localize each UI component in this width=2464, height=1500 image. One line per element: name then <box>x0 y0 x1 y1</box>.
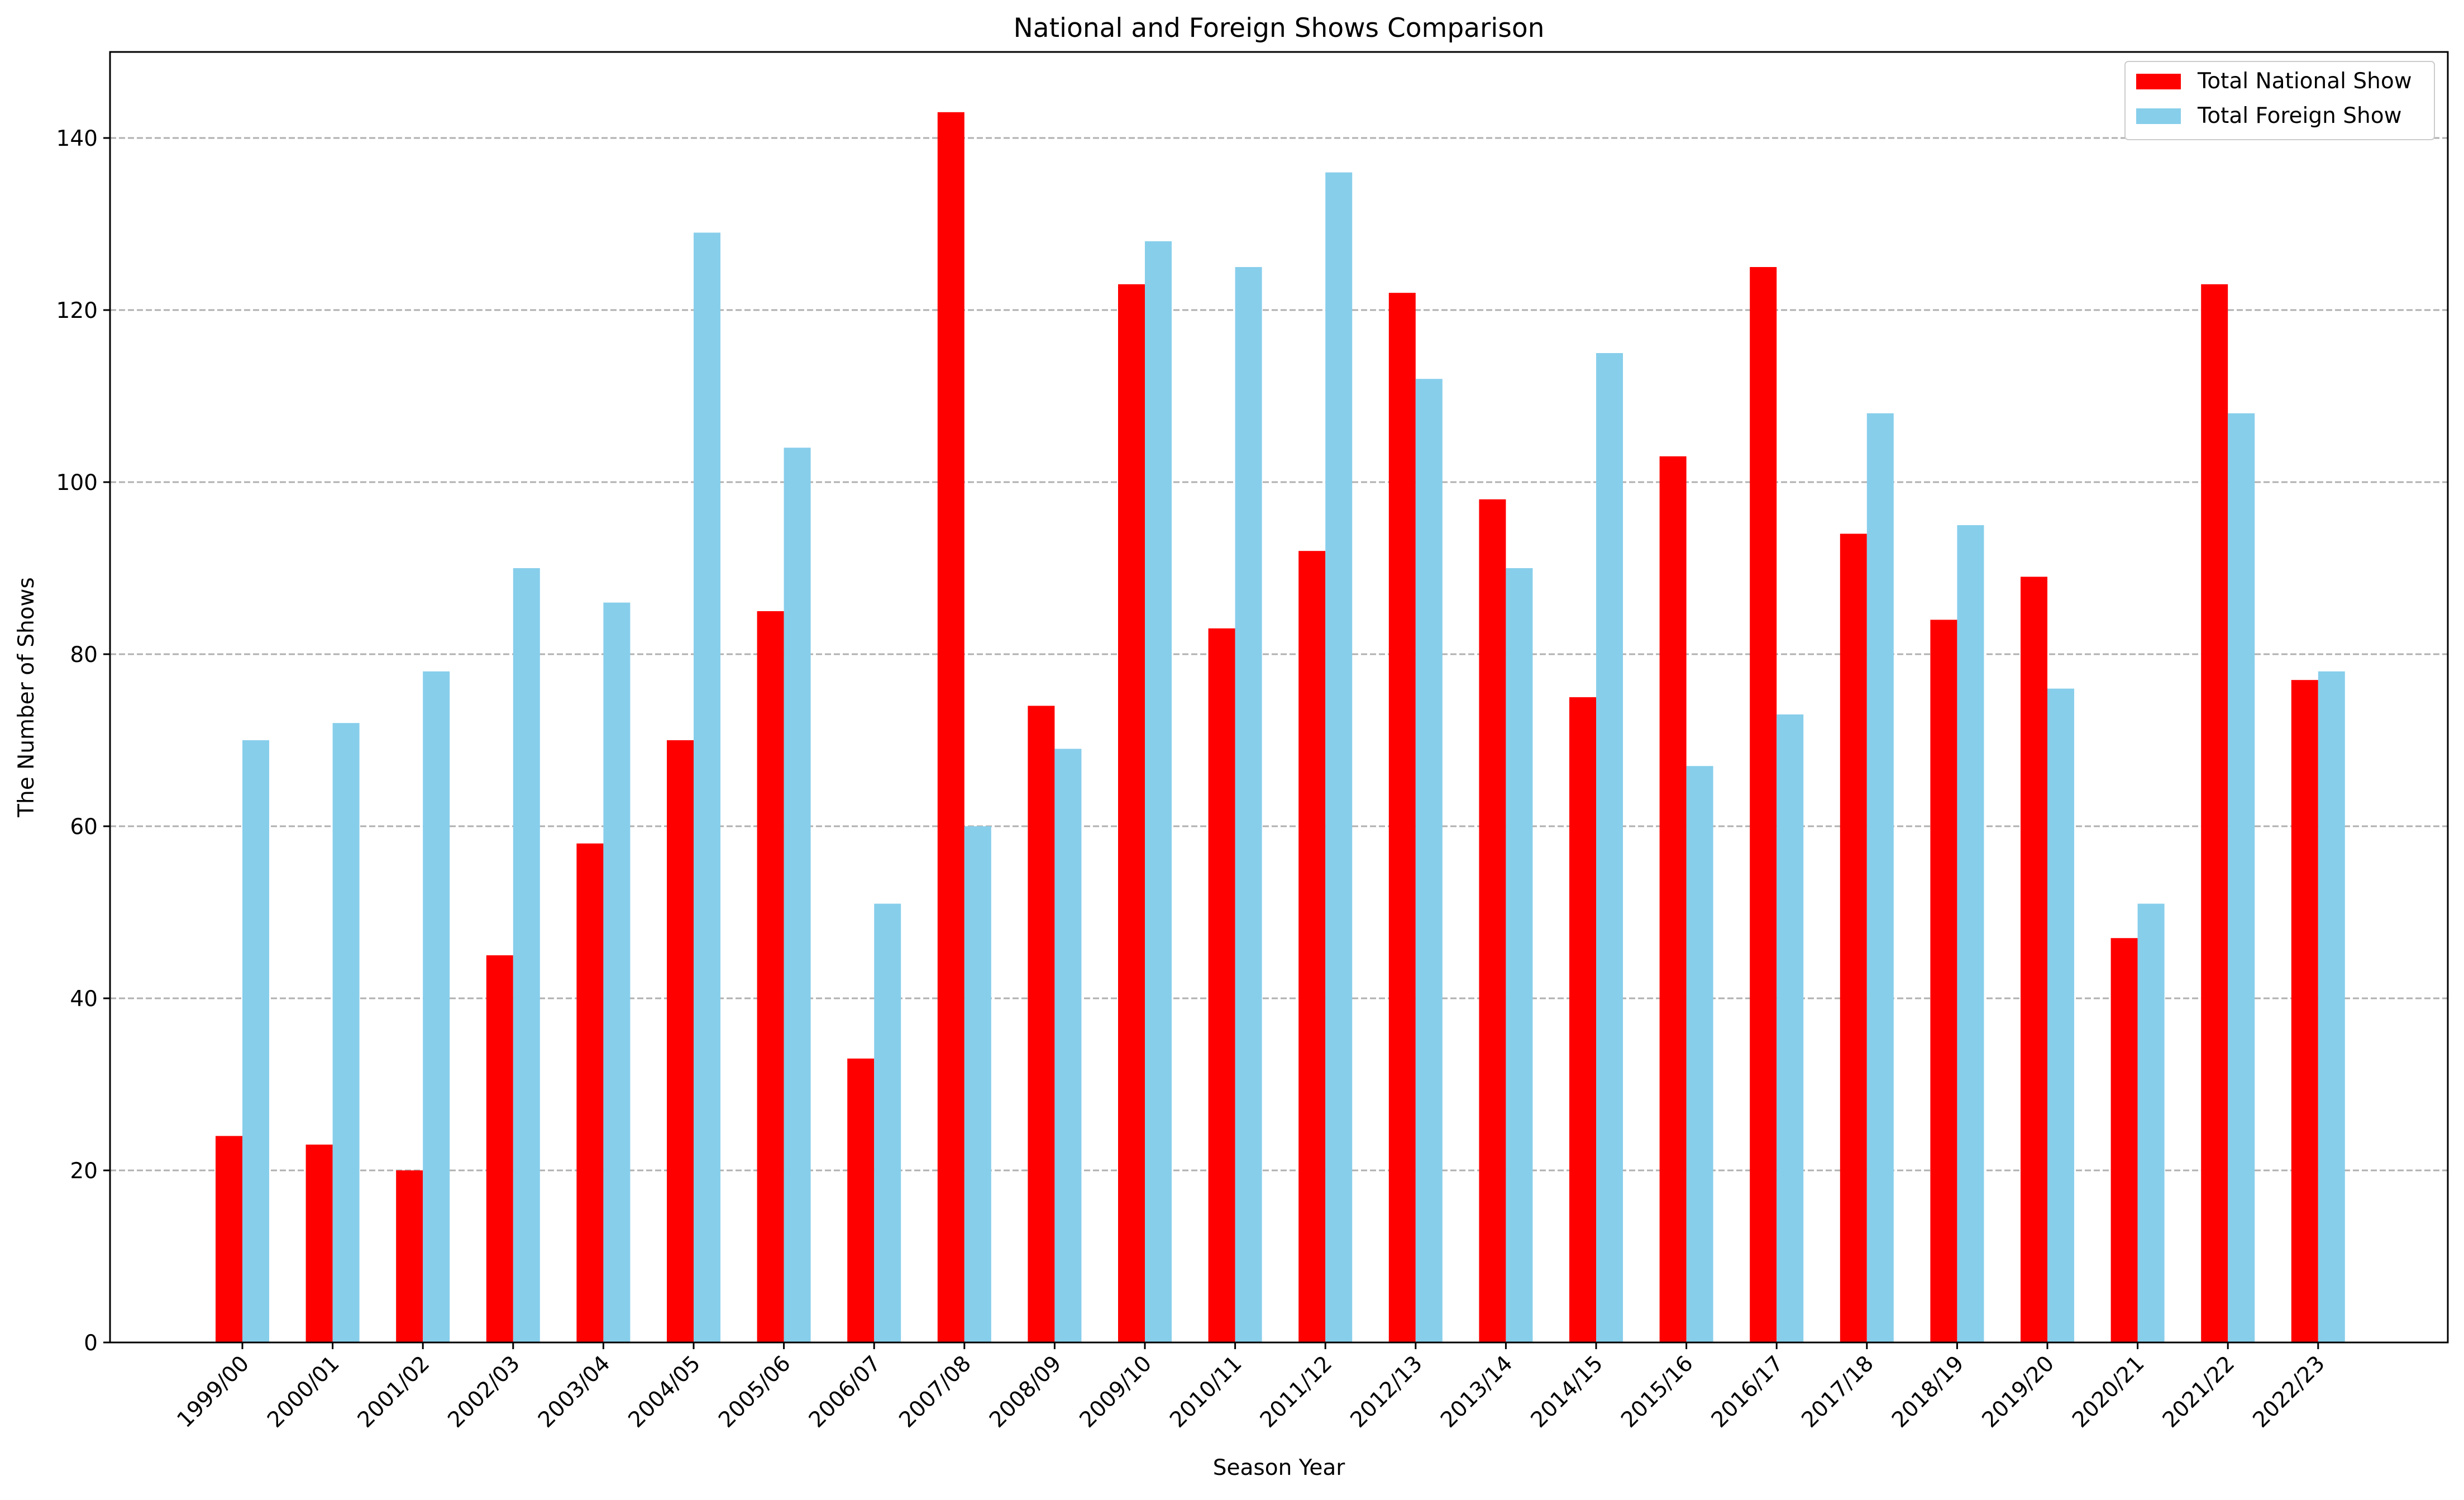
y-tick-label: 60 <box>70 815 98 840</box>
chart-title: National and Foreign Shows Comparison <box>1014 13 1545 44</box>
bar-national-2022/23 <box>2291 680 2318 1342</box>
y-tick-label: 100 <box>56 470 98 496</box>
y-tick-label: 140 <box>56 126 98 151</box>
bar-foreign-2016/17 <box>1777 714 1804 1342</box>
bar-foreign-2004/05 <box>694 232 720 1342</box>
bar-national-2016/17 <box>1750 267 1777 1342</box>
bar-foreign-2010/11 <box>1235 267 1262 1342</box>
bar-foreign-2015/16 <box>1686 766 1713 1342</box>
bar-foreign-2014/15 <box>1596 353 1623 1342</box>
bar-foreign-1999/00 <box>242 740 269 1342</box>
bar-foreign-2006/07 <box>874 903 901 1342</box>
bar-national-2012/13 <box>1388 293 1416 1343</box>
bar-foreign-2001/02 <box>423 671 450 1342</box>
bar-national-2010/11 <box>1208 628 1235 1342</box>
legend-label-foreign: Total Foreign Show <box>2197 103 2402 128</box>
bar-foreign-2008/09 <box>1054 749 1082 1342</box>
bar-national-2002/03 <box>486 955 513 1342</box>
bar-foreign-2018/19 <box>1957 525 1984 1342</box>
y-tick-label: 80 <box>70 642 98 668</box>
legend: Total National Show Total Foreign Show <box>2124 61 2435 140</box>
y-tick-label: 120 <box>56 298 98 323</box>
bar-national-2000/01 <box>305 1144 333 1342</box>
bar-foreign-2002/03 <box>513 568 540 1342</box>
bar-national-2011/12 <box>1298 551 1326 1343</box>
bar-foreign-2007/08 <box>964 826 991 1342</box>
x-axis-label: Season Year <box>1213 1455 1345 1480</box>
y-axis-ticks: 0 20 40 60 80 100 120 140 <box>56 126 110 1356</box>
bar-foreign-2020/21 <box>2137 903 2165 1342</box>
bar-national-2008/09 <box>1028 706 1055 1342</box>
bar-national-2018/19 <box>1930 620 1957 1342</box>
bars <box>216 112 2345 1343</box>
bar-national-2019/20 <box>2021 577 2047 1342</box>
bar-foreign-2022/23 <box>2318 671 2345 1342</box>
bar-foreign-2012/13 <box>1415 379 1443 1343</box>
bar-national-2013/14 <box>1479 499 1506 1342</box>
y-tick-label: 0 <box>84 1331 98 1356</box>
y-tick-label: 40 <box>70 987 98 1012</box>
bar-national-2014/15 <box>1569 697 1596 1342</box>
bar-foreign-2011/12 <box>1325 172 1353 1342</box>
bar-foreign-2013/14 <box>1506 568 1533 1342</box>
legend-swatch-national <box>2136 74 2181 89</box>
bar-national-1999/00 <box>216 1136 242 1342</box>
bar-national-2001/02 <box>396 1170 423 1342</box>
bar-national-2009/10 <box>1118 284 1145 1342</box>
bar-national-2015/16 <box>1659 456 1687 1342</box>
bar-national-2004/05 <box>667 740 694 1342</box>
bar-foreign-2000/01 <box>332 723 360 1342</box>
y-tick-label: 20 <box>70 1159 98 1184</box>
bar-national-2007/08 <box>937 112 964 1342</box>
bar-foreign-2009/10 <box>1145 241 1172 1342</box>
bar-national-2006/07 <box>847 1058 875 1342</box>
bar-national-2003/04 <box>576 843 604 1342</box>
bar-national-2017/18 <box>1840 534 1867 1342</box>
bar-foreign-2017/18 <box>1866 413 1894 1342</box>
bar-foreign-2005/06 <box>784 447 811 1342</box>
legend-box <box>2124 61 2435 140</box>
bar-foreign-2019/20 <box>2047 688 2074 1342</box>
bar-foreign-2021/22 <box>2228 413 2255 1342</box>
bar-national-2020/21 <box>2110 938 2138 1342</box>
bar-national-2021/22 <box>2201 284 2228 1342</box>
plot-frame <box>109 51 2449 1344</box>
legend-label-national: Total National Show <box>2197 69 2412 94</box>
bar-national-2005/06 <box>757 611 784 1342</box>
y-axis-label: The Number of Shows <box>14 577 39 818</box>
legend-swatch-foreign <box>2136 108 2181 124</box>
bar-foreign-2003/04 <box>603 602 631 1342</box>
